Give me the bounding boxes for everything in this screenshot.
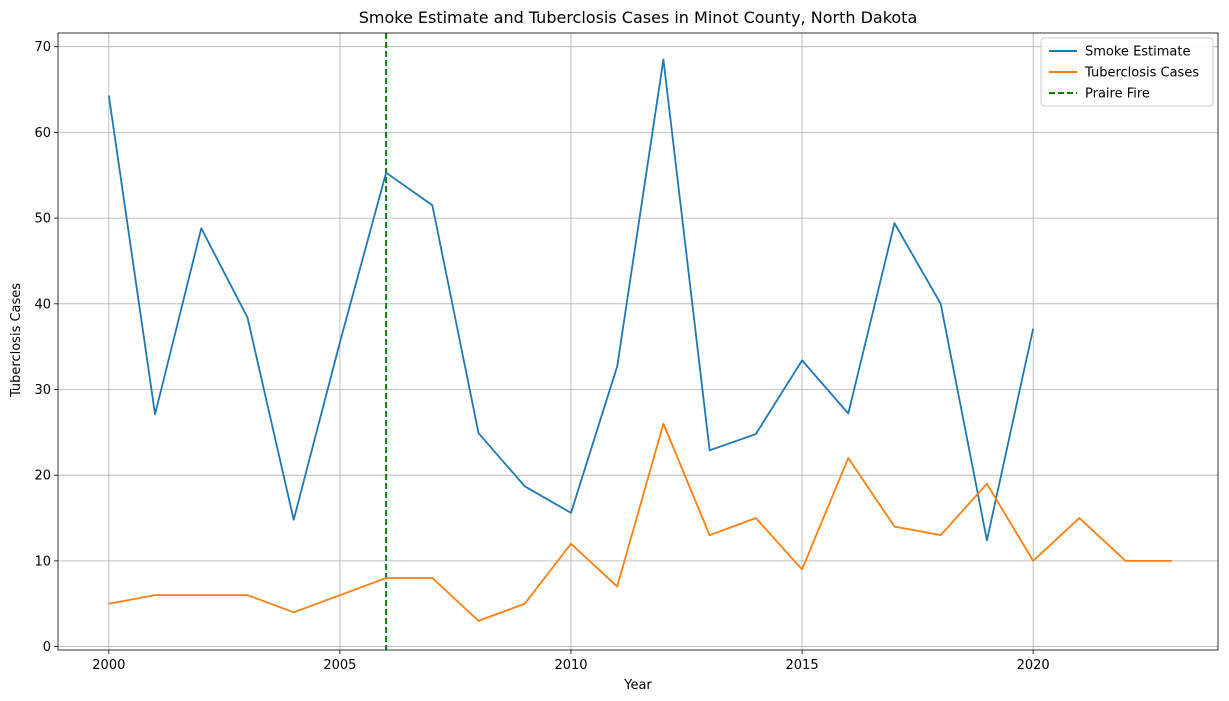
- y-tick-label: 70: [34, 40, 51, 55]
- y-tick-label: 20: [34, 469, 51, 484]
- y-tick-label: 0: [43, 640, 51, 655]
- x-tick-label: 2010: [554, 658, 587, 673]
- y-tick-label: 60: [34, 126, 51, 141]
- series-lines: [107, 58, 1172, 622]
- x-axis-label: Year: [623, 678, 652, 693]
- legend-box: [1040, 37, 1214, 107]
- legend-label: Tuberclosis Cases: [1084, 66, 1199, 81]
- y-tick-label: 40: [34, 297, 51, 312]
- x-tick-label: 2000: [92, 658, 125, 673]
- x-tick-label: 2015: [786, 658, 819, 673]
- plot-frame: [57, 32, 1219, 651]
- legend-label: Praire Fire: [1085, 87, 1150, 102]
- legend-label: Smoke Estimate: [1085, 45, 1191, 60]
- grid: [58, 33, 1218, 650]
- x-tick-label: 2005: [323, 658, 356, 673]
- tuberclosis-cases-line: [108, 422, 1172, 622]
- y-tick-label: 10: [34, 554, 51, 569]
- y-axis-label: Tuberclosis Cases: [9, 283, 24, 398]
- legend: Smoke Estimate Tuberclosis Cases Praire Fi…: [1040, 37, 1214, 107]
- smoke-estimate-line: [107, 58, 1035, 542]
- y-tick-label: 50: [34, 212, 51, 227]
- y-tick-label: 30: [34, 383, 51, 398]
- axis-ticks: 2000 2005 2010 2015 2020 0 10 20 30 40 50 60 70: [34, 40, 1049, 673]
- chart-title: Smoke Estimate and Tuberclosis Cases in …: [359, 8, 918, 27]
- x-tick-label: 2020: [1017, 658, 1050, 673]
